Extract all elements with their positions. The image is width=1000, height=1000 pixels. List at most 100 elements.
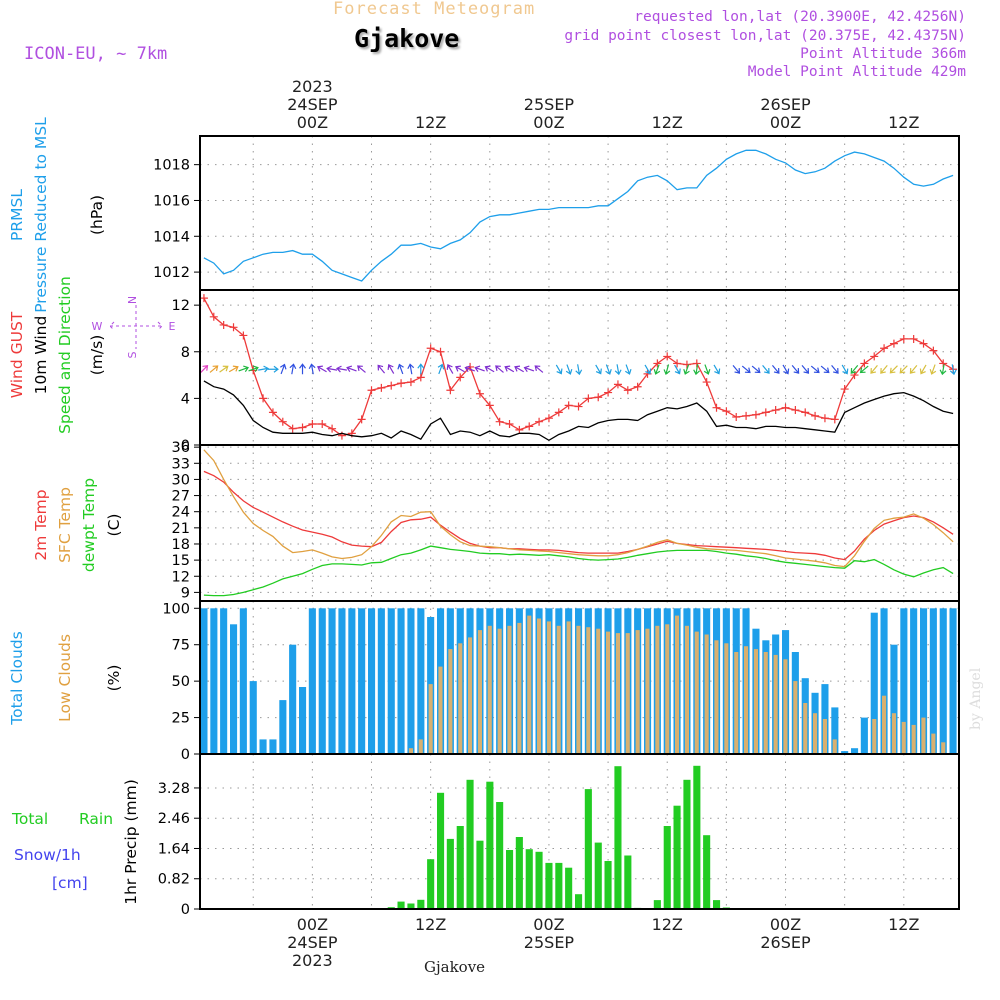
panel-label: PRMSL [8, 189, 26, 241]
bar-low-clouds [724, 643, 729, 754]
wind-direction-arrow [870, 365, 878, 374]
bar-1hr-precip [515, 837, 523, 909]
bar-low-clouds [635, 630, 640, 754]
bar-low-clouds [901, 721, 906, 754]
bar-low-clouds [714, 640, 719, 754]
gust-marker [574, 402, 583, 411]
gust-marker [436, 347, 445, 356]
panel-label: Low Clouds [56, 634, 74, 722]
bar-low-clouds [921, 717, 926, 754]
compass-e: E [169, 320, 176, 333]
wind-direction-arrow [741, 365, 751, 374]
top-time-label: 00Z [533, 113, 564, 132]
bar-low-clouds [783, 659, 788, 754]
series-line-10m-wind [203, 380, 954, 442]
gust-marker [328, 424, 337, 433]
series-line-sfc-temp [203, 449, 954, 568]
gust-marker [318, 420, 327, 429]
y-tick-label: 36 [172, 440, 190, 456]
bar-1hr-precip [476, 840, 484, 909]
bar-total-clouds [860, 717, 868, 754]
wind-direction-arrow [267, 365, 279, 373]
bar-low-clouds [704, 634, 709, 754]
bar-total-clouds [210, 608, 218, 754]
bar-low-clouds [655, 625, 660, 754]
bar-1hr-precip [565, 867, 573, 909]
wind-direction-arrow [889, 365, 898, 374]
gust-marker [880, 344, 889, 353]
compass-s: S [126, 351, 139, 358]
bar-low-clouds [822, 719, 827, 754]
gust-marker [288, 424, 297, 433]
gust-marker [751, 410, 760, 419]
wind-direction-arrow [939, 364, 947, 376]
y-tick-label: 0 [181, 747, 190, 763]
wind-direction-arrow [238, 365, 250, 373]
bar-low-clouds [665, 624, 670, 754]
bar-total-clouds [949, 608, 957, 754]
bottom-time-label: 00Z [533, 915, 564, 934]
bar-total-clouds [831, 707, 839, 754]
bar-total-clouds [308, 608, 316, 754]
gust-marker [535, 417, 544, 426]
y-tick-label: 2.46 [158, 811, 190, 827]
bar-low-clouds [596, 628, 601, 754]
gust-marker [732, 413, 741, 422]
gust-marker [554, 408, 563, 417]
top-time-label: 2023 [292, 77, 333, 96]
bar-1hr-precip [555, 862, 563, 909]
y-tick-label: 15 [172, 553, 190, 569]
wind-direction-arrow [771, 365, 780, 374]
wind-direction-arrow [820, 365, 830, 374]
top-time-label: 26SEP [760, 95, 811, 114]
gust-marker [367, 386, 376, 395]
bar-low-clouds [813, 713, 818, 754]
wind-direction-arrow [228, 365, 239, 373]
gust-marker [604, 388, 613, 397]
precip-axis-label: 1hr Precip (mm) [122, 779, 140, 905]
panel-temperature [194, 444, 960, 602]
panel-label: (%) [105, 665, 123, 692]
panel-clouds [194, 600, 960, 755]
panel-label: dewpt Temp [80, 478, 98, 572]
wind-direction-arrow [199, 365, 209, 374]
bar-total-clouds [890, 644, 898, 754]
bar-low-clouds [675, 615, 680, 754]
bar-total-clouds [377, 608, 385, 754]
model-altitude: Model Point Altitude 429m [747, 64, 966, 80]
y-tick-label: 1012 [153, 265, 190, 281]
wind-direction-arrow [565, 364, 573, 375]
gust-marker [475, 389, 484, 398]
bottom-time-label: 2023 [292, 951, 333, 970]
wind-direction-arrow [326, 365, 338, 373]
bar-total-clouds [870, 612, 878, 754]
panel-label: Wind GUST [8, 311, 26, 398]
panel-label: Pressure Reduced to MSL [32, 117, 50, 313]
gust-marker [209, 312, 218, 321]
wind-direction-arrow [377, 364, 386, 374]
gust-marker [712, 403, 721, 412]
bar-total-clouds [348, 608, 356, 754]
y-tick-label: 21 [172, 521, 190, 537]
gust-marker [870, 352, 879, 361]
gust-marker [633, 382, 642, 391]
bar-1hr-precip [713, 900, 721, 909]
bar-low-clouds [793, 681, 798, 754]
gust-marker [446, 386, 455, 395]
bar-total-clouds [358, 608, 366, 754]
bar-low-clouds [487, 625, 492, 754]
bar-low-clouds [517, 622, 522, 754]
y-tick-label: 24 [172, 505, 190, 521]
bar-1hr-precip [663, 826, 671, 909]
bar-1hr-precip [506, 850, 514, 909]
bar-1hr-precip [427, 859, 435, 909]
wind-direction-arrow [299, 363, 306, 375]
gust-marker [525, 422, 534, 431]
bar-1hr-precip [575, 894, 583, 909]
gust-marker [485, 401, 494, 410]
gust-marker [357, 415, 366, 424]
gust-marker [702, 378, 711, 387]
wind-direction-arrow [357, 365, 366, 373]
wind-direction-arrow [732, 365, 741, 374]
bar-low-clouds [458, 643, 463, 754]
